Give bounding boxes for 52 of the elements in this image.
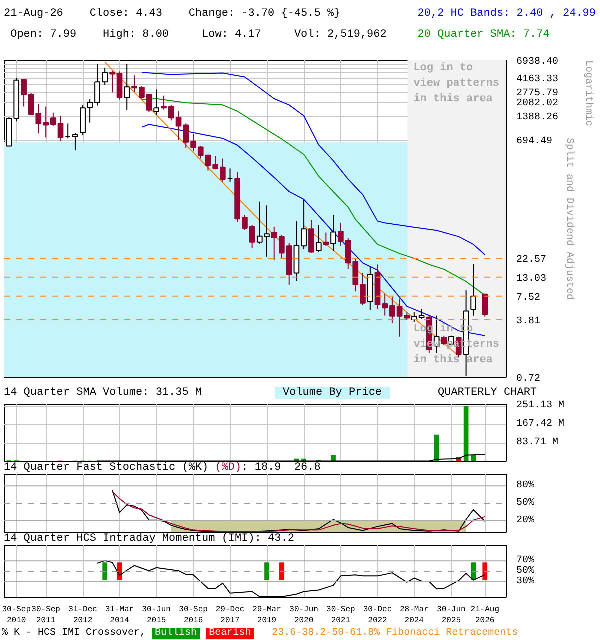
text: 20 Quarter SMA: 7.74	[418, 29, 550, 41]
text: QUARTERLY CHART	[437, 387, 538, 399]
chart-title: 14 Quarter SMA Volume: 31.35 M	[4, 387, 202, 399]
chart-subtitle: Open: 7.99 High: 8.00 Low: 4.17 Vol: 2,519,962	[10, 29, 387, 41]
chart-title: 14 Quarter HCS Intraday Momentum (IMI): 43.2	[4, 533, 294, 545]
x-tick-label: 30-Sep 2016	[179, 606, 208, 626]
x-tick-label: 30-Sep 2011	[32, 606, 61, 626]
text: Logarithmic	[582, 60, 594, 127]
y-axis-title: Split and Dividend Adjusted	[564, 138, 576, 300]
y-tick-label: 50%	[516, 566, 535, 577]
x-tick-label: 21-Aug 2026	[470, 606, 500, 626]
y-tick-label: 2775.79	[516, 88, 559, 100]
text: : 18.9 26.8	[242, 462, 321, 474]
y-tick-label: 167.42 M	[516, 419, 565, 430]
x-tick-label: 30-Dec 2022	[363, 606, 392, 626]
x-tick-label: 29-Dec 2017	[216, 606, 245, 626]
text: (%D)	[215, 462, 242, 474]
text: Volume By Price	[275, 387, 390, 399]
x-tick-label: 30-Jun 2015	[142, 606, 172, 626]
text: % K - HCS IMI Crossover,	[2, 628, 146, 639]
y-tick-label: 0.72	[516, 374, 541, 385]
x-tick-label: 28-Mar 2024	[400, 606, 429, 626]
y-tick-label: 694.49	[516, 136, 553, 148]
x-tick-label: 31-Dec 2012	[68, 606, 98, 626]
y-tick-label: 30%	[516, 576, 535, 588]
text: Bearish	[206, 628, 254, 639]
x-tick-label: 30-Jun 2025	[437, 606, 466, 626]
x-tick-label: 31-Mar 2014	[105, 606, 134, 626]
x-tick-label: 30-Jun 2020	[290, 606, 319, 626]
y-tick-label: 2082.02	[516, 98, 559, 110]
y-tick-label: 4163.33	[516, 74, 559, 86]
y-tick-label: 6938.40	[516, 57, 559, 68]
y-tick-label: 80%	[516, 480, 535, 492]
y-tick-label: 1388.26	[516, 112, 559, 124]
y-tick-label: 70%	[516, 556, 535, 567]
y-tick-label: 20%	[516, 515, 535, 526]
ref-line-label: 7.52	[516, 292, 541, 304]
text: Bullish	[152, 628, 200, 639]
x-tick-label: 30-Sep 2010	[2, 606, 32, 626]
ref-line-label: 3.81	[516, 316, 541, 328]
text: 23.6-38.2-50-61.8% Fibonacci Retracements	[272, 628, 518, 639]
ref-line-label: 22.57	[516, 254, 547, 266]
y-tick-label: 83.71 M	[516, 438, 559, 449]
chart-title: 14 Quarter Fast Stochastic (%K)	[4, 462, 209, 474]
text: 20,2 HC Bands: 2.40 , 24.99	[418, 8, 596, 20]
annotation: Log in to view patterns in this area	[414, 62, 500, 106]
y-tick-label: 50%	[516, 498, 535, 509]
ref-line-label: 13.03	[516, 274, 547, 285]
y-tick-label: 251.13 M	[516, 400, 565, 412]
chart-title: 21-Aug-26 Close: 4.43 Change: -3.70 {-45.5 %}	[4, 8, 341, 20]
x-tick-label: 29-Mar 2019	[252, 606, 282, 626]
x-tick-label: 30-Sep 2021	[326, 606, 356, 626]
